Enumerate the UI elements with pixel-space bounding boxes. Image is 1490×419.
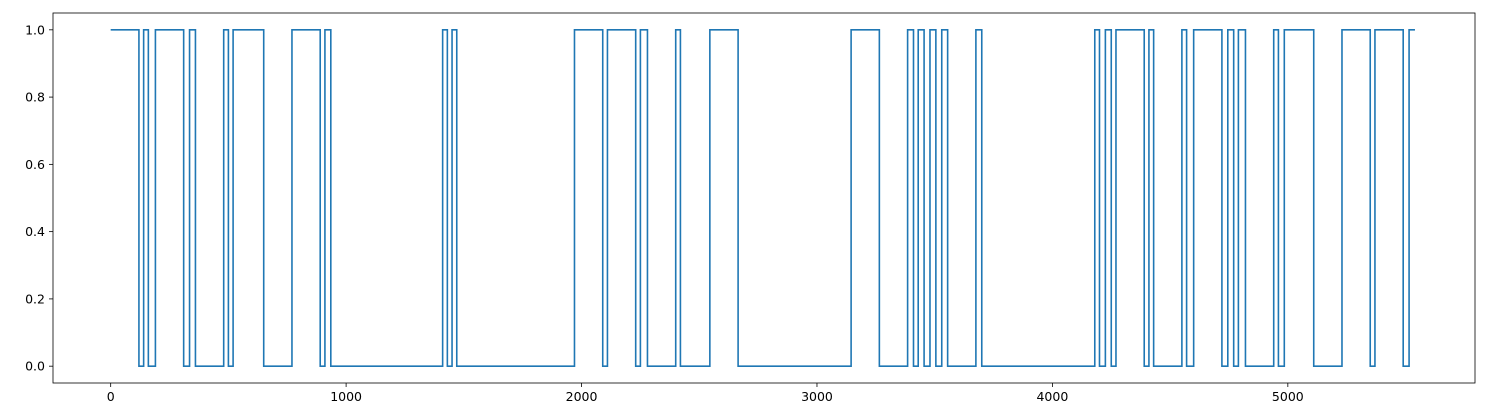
x-tick-label: 3000 — [801, 389, 833, 404]
y-axis: 0.0 0.2 0.4 0.6 0.8 1.0 — [25, 22, 53, 374]
x-tick-label: 0 — [107, 389, 115, 404]
y-tick-label: 1.0 — [25, 22, 45, 37]
plot-frame — [52, 12, 1476, 384]
x-tick-label: 4000 — [1036, 389, 1068, 404]
y-tick-label: 0.2 — [25, 291, 45, 306]
plot-area — [52, 12, 1476, 384]
x-axis: 0 1000 2000 3000 4000 5000 — [107, 383, 1304, 404]
y-tick-label: 0.8 — [25, 90, 45, 105]
series-layer — [110, 29, 1415, 367]
y-tick-label: 0.6 — [25, 157, 45, 172]
x-tick-label: 1000 — [330, 389, 362, 404]
x-tick-label: 2000 — [566, 389, 598, 404]
series-line-0 — [110, 29, 1415, 367]
y-tick-label: 0.4 — [25, 224, 45, 239]
y-tick-label: 0.0 — [25, 359, 45, 374]
x-tick-label: 5000 — [1272, 389, 1304, 404]
